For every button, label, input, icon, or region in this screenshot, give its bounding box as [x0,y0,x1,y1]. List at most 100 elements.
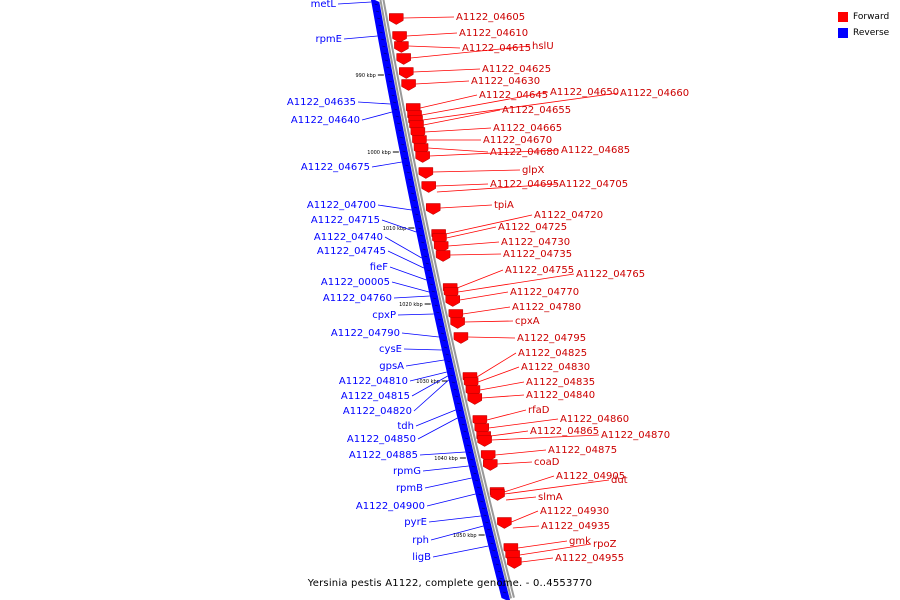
forward-leader-line [512,525,540,529]
strand-dash [425,262,429,265]
forward-gene-arrow [453,332,469,344]
strand-dash [392,101,397,104]
reverse-gene-label: A1122_04760 [323,293,392,304]
forward-leader-line [459,291,509,301]
reverse-gene-label: A1122_04850 [347,434,416,445]
forward-swatch-icon [838,12,848,22]
forward-gene-label: glpX [522,165,544,176]
forward-leader-line [429,149,560,157]
forward-gene-label: A1122_04930 [540,506,609,517]
map-caption: Yersinia pestis A1122, complete genome. … [307,578,593,589]
reverse-leader-line [343,35,378,40]
strand-dash [409,185,413,188]
strand-dash [397,122,401,125]
forward-gene-label: A1122_04655 [502,105,571,116]
forward-leader-line [424,127,492,133]
forward-gene-label: A1122_04670 [483,135,552,146]
forward-leader-line [435,183,489,187]
reverse-gene-label: A1122_04675 [301,162,370,173]
reverse-leader-line [409,371,447,382]
reverse-leader-line [377,204,412,211]
strand-dash [485,521,489,524]
strand-dash [401,143,405,146]
reverse-gene-label: fieF [370,262,388,273]
reverse-leader-line [337,1,372,5]
strand-dash [448,367,453,370]
reverse-gene-label: rpmG [393,466,421,477]
strand-dash [388,80,393,83]
forward-gene-label: A1122_04905 [556,471,625,482]
forward-leader-line [479,381,525,391]
strand-dash [478,493,482,496]
forward-leader-line [476,352,517,378]
strand-dash [402,150,406,153]
reverse-gene-label: A1122_04635 [287,97,356,108]
forward-leader-line [490,430,529,437]
reverse-leader-line [424,477,472,489]
strand-dash [487,528,491,531]
strand-dash [415,213,419,216]
strand-dash [413,206,418,209]
forward-gene-label: A1122_04870 [601,430,670,441]
strand-dash [490,542,494,545]
forward-gene-arrow [490,489,505,501]
forward-leader-line [511,510,539,523]
forward-gene-arrow [477,435,492,447]
reverse-gene-label: ligB [412,552,431,563]
legend-label-reverse: Reverse [853,28,890,38]
strand-dash [424,255,428,258]
forward-gene-arrow [421,181,436,193]
strand-dash [391,94,395,97]
forward-gene-label: A1122_04615 [462,43,531,54]
forward-gene-label: coaD [534,457,560,468]
forward-gene-label: A1122_04835 [526,377,595,388]
strand-dash [437,318,442,321]
reverse-leader-line [391,281,430,293]
strand-dash [453,388,457,391]
strand-dash [379,31,383,34]
forward-leader-line [440,204,493,209]
reverse-gene-label: rpmB [396,483,423,494]
strand-dash [463,430,467,433]
reverse-leader-line [430,525,484,541]
backbone-highlight [381,0,514,599]
strand-dash [377,17,381,20]
reverse-leader-line [393,295,430,299]
forward-gene-label: A1122_04645 [479,90,548,101]
strand-dash [431,290,435,293]
forward-gene-label: A1122_04825 [518,348,587,359]
reverse-leader-line [384,236,422,259]
strand-dash [476,486,480,489]
scale-tick-label: 1040 kbp [434,456,458,462]
reverse-gene-label: A1122_04815 [341,391,410,402]
reverse-leader-line [403,348,442,351]
forward-leader-line [421,91,549,116]
strand-dash [412,199,416,202]
strand-dash [492,549,496,552]
strand-dash [471,465,475,468]
strand-dash [468,451,472,454]
strand-dash [395,115,399,118]
strand-dash [445,353,449,356]
forward-leader-line [415,80,470,85]
strand-dash [465,437,469,440]
reverse-leader-line [415,409,456,427]
forward-gene-label: rfaD [528,405,550,416]
forward-leader-line [410,45,531,59]
forward-leader-line [423,109,501,126]
strand-dash [497,570,501,573]
forward-leader-line [403,16,455,19]
strand-dash [456,402,461,405]
strand-dash [430,283,434,286]
reverse-gene-label: A1122_04745 [317,246,386,257]
reverse-gene-label: A1122_04715 [311,215,380,226]
strand-dash [494,556,498,559]
reverse-leader-line [405,359,445,367]
legend-item-reverse: Reverse [838,25,889,41]
strand-dash [447,360,451,363]
forward-gene-label: A1122_04735 [503,249,572,260]
strand-dash [433,297,437,300]
strand-dash [460,416,464,419]
legend-item-forward: Forward [838,9,889,25]
strand-dash [502,591,507,594]
